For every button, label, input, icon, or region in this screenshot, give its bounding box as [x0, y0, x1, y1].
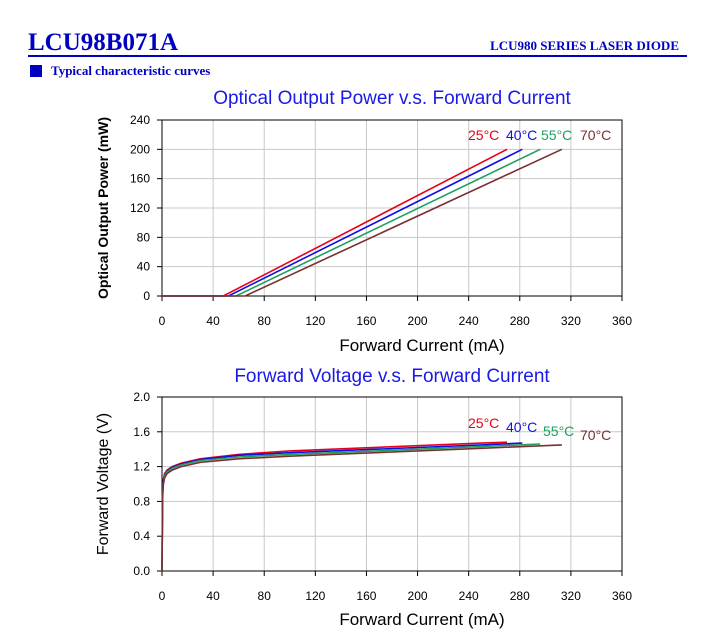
y-tick-label: 160	[130, 172, 150, 186]
chart-title: Optical Output Power v.s. Forward Curren…	[213, 88, 571, 109]
x-tick-label: 120	[305, 314, 325, 328]
x-tick-label: 240	[459, 314, 479, 328]
series-line-55c	[161, 443, 541, 572]
x-tick-label: 160	[356, 589, 376, 603]
legend-entry: 25°C	[468, 415, 499, 431]
x-tick-label: 280	[510, 314, 530, 328]
y-tick-label: 80	[137, 230, 151, 244]
y-tick-label: 120	[130, 201, 150, 215]
square-bullet-icon	[30, 64, 42, 77]
legend-entry: 55°C	[543, 423, 574, 439]
x-tick-label: 40	[206, 589, 220, 603]
y-tick-label: 0.4	[133, 529, 150, 543]
x-tick-label: 360	[612, 314, 632, 328]
x-tick-label: 0	[159, 589, 166, 603]
plot-frame	[161, 396, 623, 572]
y-tick-label: 200	[130, 142, 150, 156]
y-tick-label: 1.2	[133, 460, 150, 474]
legend-entry: 70°C	[580, 427, 611, 443]
x-tick-label: 160	[356, 314, 376, 328]
y-tick-label: 0	[143, 289, 150, 303]
legend-entry: 70°C	[580, 127, 611, 143]
chart-0: Optical Output Power v.s. Forward Curren…	[95, 88, 632, 355]
x-tick-label: 80	[258, 589, 272, 603]
x-tick-label: 0	[159, 314, 166, 328]
legend-entry: 40°C	[506, 419, 537, 435]
series-title: LCU980 SERIES LASER DIODE	[490, 38, 679, 53]
x-tick-label: 360	[612, 589, 632, 603]
x-tick-label: 120	[305, 589, 325, 603]
x-tick-label: 200	[408, 589, 428, 603]
x-tick-label: 240	[459, 589, 479, 603]
y-tick-label: 0.0	[133, 564, 150, 578]
model-number: LCU98B071A	[28, 29, 179, 56]
y-axis-label: Optical Output Power (mW)	[95, 117, 111, 299]
legend-entry: 55°C	[541, 127, 572, 143]
chart-1: Forward Voltage v.s. Forward Current 0 40 8…	[95, 366, 632, 629]
x-tick-label: 80	[258, 314, 272, 328]
series-line-70c	[162, 148, 563, 297]
x-tick-label: 320	[561, 589, 581, 603]
y-tick-label: 240	[130, 113, 150, 127]
y-axis-label: Forward Voltage (V)	[95, 413, 112, 555]
y-tick-label: 40	[137, 260, 151, 274]
series-line-55c	[162, 148, 541, 297]
section-heading-label: Typical characteristic curves	[51, 63, 211, 78]
series-line-70c	[161, 444, 562, 572]
chart-title: Forward Voltage v.s. Forward Current	[234, 366, 550, 387]
x-axis-label: Forward Current (mA)	[339, 336, 504, 355]
x-axis-label: Forward Current (mA)	[339, 610, 504, 629]
series-line-25c	[162, 148, 508, 297]
x-tick-label: 200	[408, 314, 428, 328]
x-tick-label: 280	[510, 589, 530, 603]
y-tick-label: 2.0	[133, 390, 150, 404]
legend-entry: 40°C	[506, 127, 537, 143]
legend-entry: 25°C	[468, 127, 499, 143]
x-tick-label: 40	[206, 314, 220, 328]
x-tick-label: 320	[561, 314, 581, 328]
y-tick-label: 1.6	[133, 425, 150, 439]
section-heading: Typical characteristic curves	[30, 64, 210, 77]
y-tick-label: 0.8	[133, 494, 150, 508]
header-rule	[28, 55, 687, 57]
